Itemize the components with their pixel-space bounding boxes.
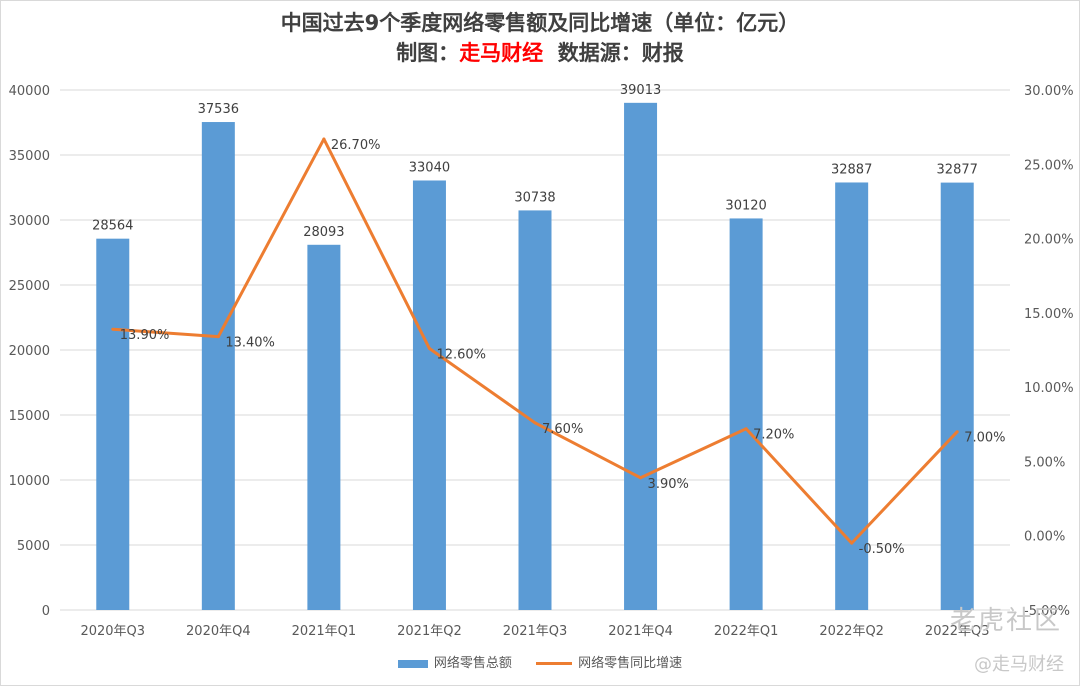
legend-swatch-line: [536, 662, 573, 665]
bar: [412, 180, 446, 611]
bar-value-label: 33040: [409, 160, 450, 175]
legend-item-line: 网络零售同比增速: [536, 652, 682, 671]
growth-point: [744, 427, 748, 431]
bar: [940, 182, 974, 610]
bar: [518, 210, 552, 610]
chart-subtitle: 制图：走马财经 数据源：财报: [0, 38, 1080, 68]
y-right-tick-label: 20.00%: [1024, 233, 1074, 248]
y-left-tick-label: 15000: [9, 409, 50, 424]
growth-value-label: 7.00%: [964, 431, 1005, 446]
bar-value-label: 37536: [198, 102, 239, 117]
x-tick-label: 2021年Q3: [503, 624, 568, 639]
bar: [729, 218, 763, 610]
x-tick-label: 2022年Q2: [819, 624, 884, 639]
subtitle-brand: 走马财经: [459, 41, 544, 65]
growth-point: [955, 430, 959, 434]
watermark-handle: @走马财经: [974, 654, 1064, 675]
y-left-tick-label: 5000: [17, 539, 50, 554]
growth-point: [639, 476, 643, 480]
bar: [201, 122, 235, 611]
y-right-tick-label: 30.00%: [1024, 84, 1074, 99]
y-left-tick-label: 30000: [9, 214, 50, 229]
y-right-tick-label: 5.00%: [1024, 455, 1065, 470]
growth-value-label: 7.20%: [753, 428, 794, 443]
growth-value-label: 26.70%: [331, 138, 381, 153]
y-left-tick-label: 40000: [9, 84, 50, 99]
legend-swatch-bar: [397, 659, 428, 668]
bar-value-label: 32887: [831, 162, 872, 177]
growth-point: [322, 137, 326, 141]
chart-title: 中国过去9个季度网络零售额及同比增速（单位：亿元）: [280, 11, 800, 35]
bar-value-label: 39013: [620, 83, 661, 98]
subtitle-prefix: 制图：: [396, 41, 460, 65]
legend: 网络零售总额 网络零售同比增速: [0, 652, 1080, 671]
legend-label-line: 网络零售同比增速: [578, 656, 683, 671]
bar-value-label: 32877: [937, 163, 978, 178]
growth-value-label: 13.40%: [225, 336, 275, 351]
watermark-logo: 老虎社区: [949, 606, 1062, 636]
x-tick-label: 2021年Q4: [608, 624, 673, 639]
growth-point: [533, 421, 537, 425]
growth-point: [111, 327, 115, 331]
y-left-tick-label: 0: [42, 604, 50, 619]
legend-item-bar: 网络零售总额: [397, 652, 512, 671]
bar: [835, 182, 869, 610]
growth-point: [850, 541, 854, 545]
bar: [96, 238, 130, 610]
bar: [624, 102, 658, 611]
legend-label-bar: 网络零售总额: [433, 656, 512, 671]
y-left-tick-label: 20000: [9, 344, 50, 359]
bar-value-label: 28093: [303, 225, 344, 240]
y-left-tick-label: 10000: [9, 474, 50, 489]
x-tick-label: 2022年Q3: [925, 624, 990, 639]
growth-point: [216, 335, 220, 339]
y-right-tick-label: 10.00%: [1024, 381, 1074, 396]
growth-value-label: 7.60%: [542, 422, 583, 437]
bar-value-label: 30738: [514, 190, 555, 205]
growth-value-label: -0.50%: [859, 542, 905, 557]
y-right-tick-label: 15.00%: [1024, 307, 1074, 322]
y-right-tick-label: -5.00%: [1024, 604, 1070, 619]
growth-point: [427, 347, 431, 351]
subtitle-suffix: 数据源：财报: [543, 41, 684, 65]
bar: [307, 244, 341, 610]
growth-value-label: 13.90%: [120, 328, 170, 343]
x-tick-label: 2021年Q2: [397, 624, 462, 639]
bar-value-label: 28564: [92, 219, 133, 234]
x-tick-label: 2021年Q1: [292, 624, 357, 639]
x-tick-label: 2022年Q1: [714, 624, 779, 639]
y-left-tick-label: 35000: [9, 149, 50, 164]
y-right-tick-label: 0.00%: [1024, 530, 1065, 545]
growth-value-label: 3.90%: [648, 477, 689, 492]
y-right-tick-label: 25.00%: [1024, 158, 1074, 173]
growth-value-label: 12.60%: [436, 348, 486, 363]
bar-value-label: 30120: [725, 198, 766, 213]
y-left-tick-label: 25000: [9, 279, 50, 294]
x-tick-label: 2020年Q4: [186, 624, 251, 639]
x-tick-label: 2020年Q3: [80, 624, 145, 639]
